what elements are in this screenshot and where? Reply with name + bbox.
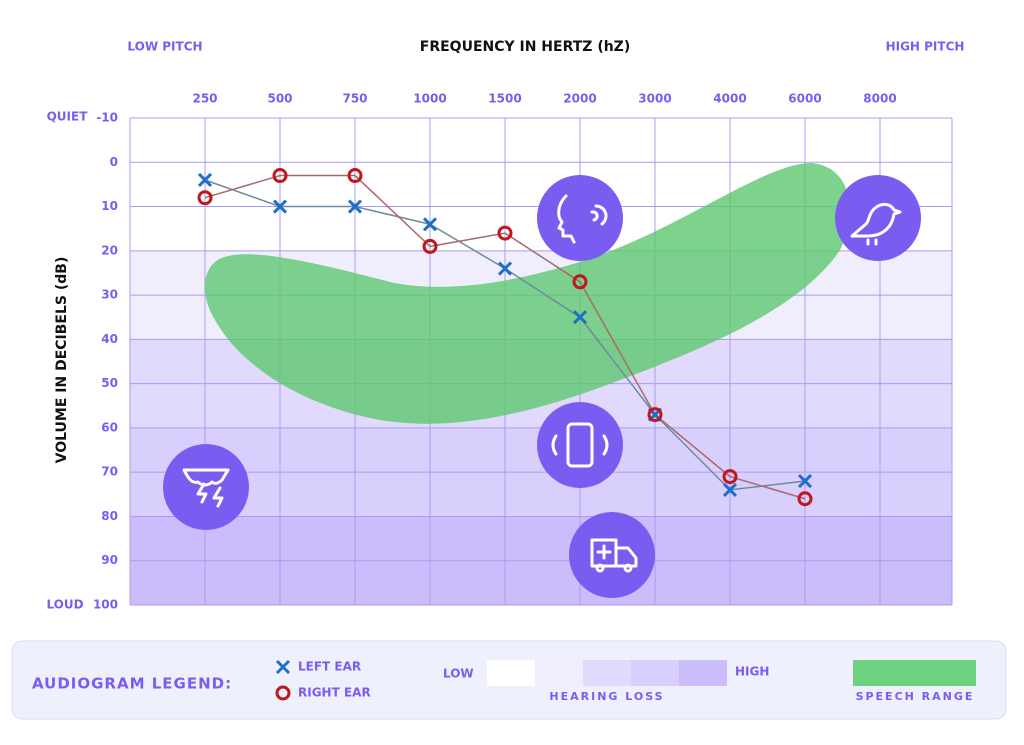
legend-high: HIGH bbox=[735, 665, 769, 679]
icon-thunder bbox=[163, 444, 249, 530]
legend-label: RIGHT EAR bbox=[298, 686, 371, 700]
chart-title: FREQUENCY IN HERTZ (hZ) bbox=[420, 39, 630, 55]
y-tick-label: 40 bbox=[101, 332, 118, 346]
left-ear-marker bbox=[422, 217, 438, 232]
icon-bird bbox=[835, 175, 921, 261]
legend-speech-swatch bbox=[853, 660, 976, 686]
y-tick-label: 20 bbox=[101, 243, 118, 257]
x-tick-label: 8000 bbox=[863, 92, 896, 106]
legend-hearing-loss: HEARING LOSS bbox=[549, 690, 664, 703]
left-ear-marker bbox=[347, 199, 363, 214]
series-line bbox=[204, 174, 806, 500]
right-ear-marker bbox=[272, 168, 288, 184]
right-ear-marker bbox=[722, 469, 738, 485]
left-ear-marker bbox=[497, 261, 513, 276]
y-tick-label: 90 bbox=[101, 553, 118, 567]
icon-ambulance bbox=[569, 512, 655, 598]
legend-swatch bbox=[535, 660, 583, 686]
y-tick-label: 100 bbox=[93, 598, 118, 612]
y-tick-label: 0 bbox=[110, 155, 118, 169]
x-tick-label: 1500 bbox=[488, 92, 521, 106]
x-tick-label: 3000 bbox=[638, 92, 671, 106]
legend-label: LEFT EAR bbox=[298, 660, 361, 674]
y-tick-label: 60 bbox=[101, 420, 118, 434]
left-ear-marker bbox=[572, 310, 588, 325]
left-ear-marker bbox=[722, 482, 738, 497]
high-pitch: HIGH PITCH bbox=[886, 40, 965, 54]
x-tick-label: 4000 bbox=[713, 92, 746, 106]
quiet-label: QUIET bbox=[47, 110, 89, 124]
x-tick-label: 500 bbox=[267, 92, 292, 106]
x-tick-label: 250 bbox=[192, 92, 217, 106]
legend-swatch bbox=[583, 660, 631, 686]
legend-low: LOW bbox=[443, 667, 474, 681]
legend-marker bbox=[275, 685, 291, 701]
legend-title: AUDIOGRAM LEGEND: bbox=[32, 675, 232, 693]
left-ear-marker bbox=[797, 473, 813, 489]
left-ear-marker bbox=[272, 199, 288, 214]
right-ear-marker bbox=[647, 407, 663, 423]
low-pitch: LOW PITCH bbox=[127, 40, 202, 54]
legend-swatch bbox=[487, 660, 535, 686]
icon-speech bbox=[537, 175, 623, 261]
y-tick-label: 30 bbox=[101, 288, 118, 302]
x-tick-label: 750 bbox=[342, 92, 367, 106]
y-tick-label: 10 bbox=[101, 199, 118, 213]
loud-label: LOUD bbox=[46, 598, 83, 612]
x-tick-label: 2000 bbox=[563, 92, 596, 106]
speech-range bbox=[204, 163, 850, 424]
y-tick-label: 50 bbox=[101, 376, 118, 390]
icon-phone bbox=[537, 402, 623, 488]
y-axis-title: VOLUME IN DECIBELS (dB) bbox=[54, 257, 70, 464]
legend-swatch bbox=[631, 660, 679, 686]
right-ear-marker bbox=[197, 190, 213, 206]
x-tick-label: 1000 bbox=[413, 92, 446, 106]
right-ear-marker bbox=[497, 225, 513, 241]
y-tick-label: 70 bbox=[101, 465, 118, 479]
y-tick-label: -10 bbox=[96, 111, 118, 125]
right-ear-marker bbox=[572, 274, 588, 290]
right-ear-marker bbox=[347, 168, 363, 184]
left-ear-marker bbox=[197, 172, 213, 188]
right-ear-marker bbox=[797, 491, 813, 507]
x-tick-label: 6000 bbox=[788, 92, 821, 106]
legend-speech-range: SPEECH RANGE bbox=[856, 690, 975, 703]
legend-swatch bbox=[679, 660, 727, 686]
markers bbox=[197, 168, 813, 507]
y-tick-label: 80 bbox=[101, 509, 118, 523]
right-ear-marker bbox=[422, 238, 438, 254]
legend: AUDIOGRAM LEGEND: LOW HIGH HEARING LOSS … bbox=[32, 659, 976, 703]
legend-marker bbox=[275, 659, 291, 675]
